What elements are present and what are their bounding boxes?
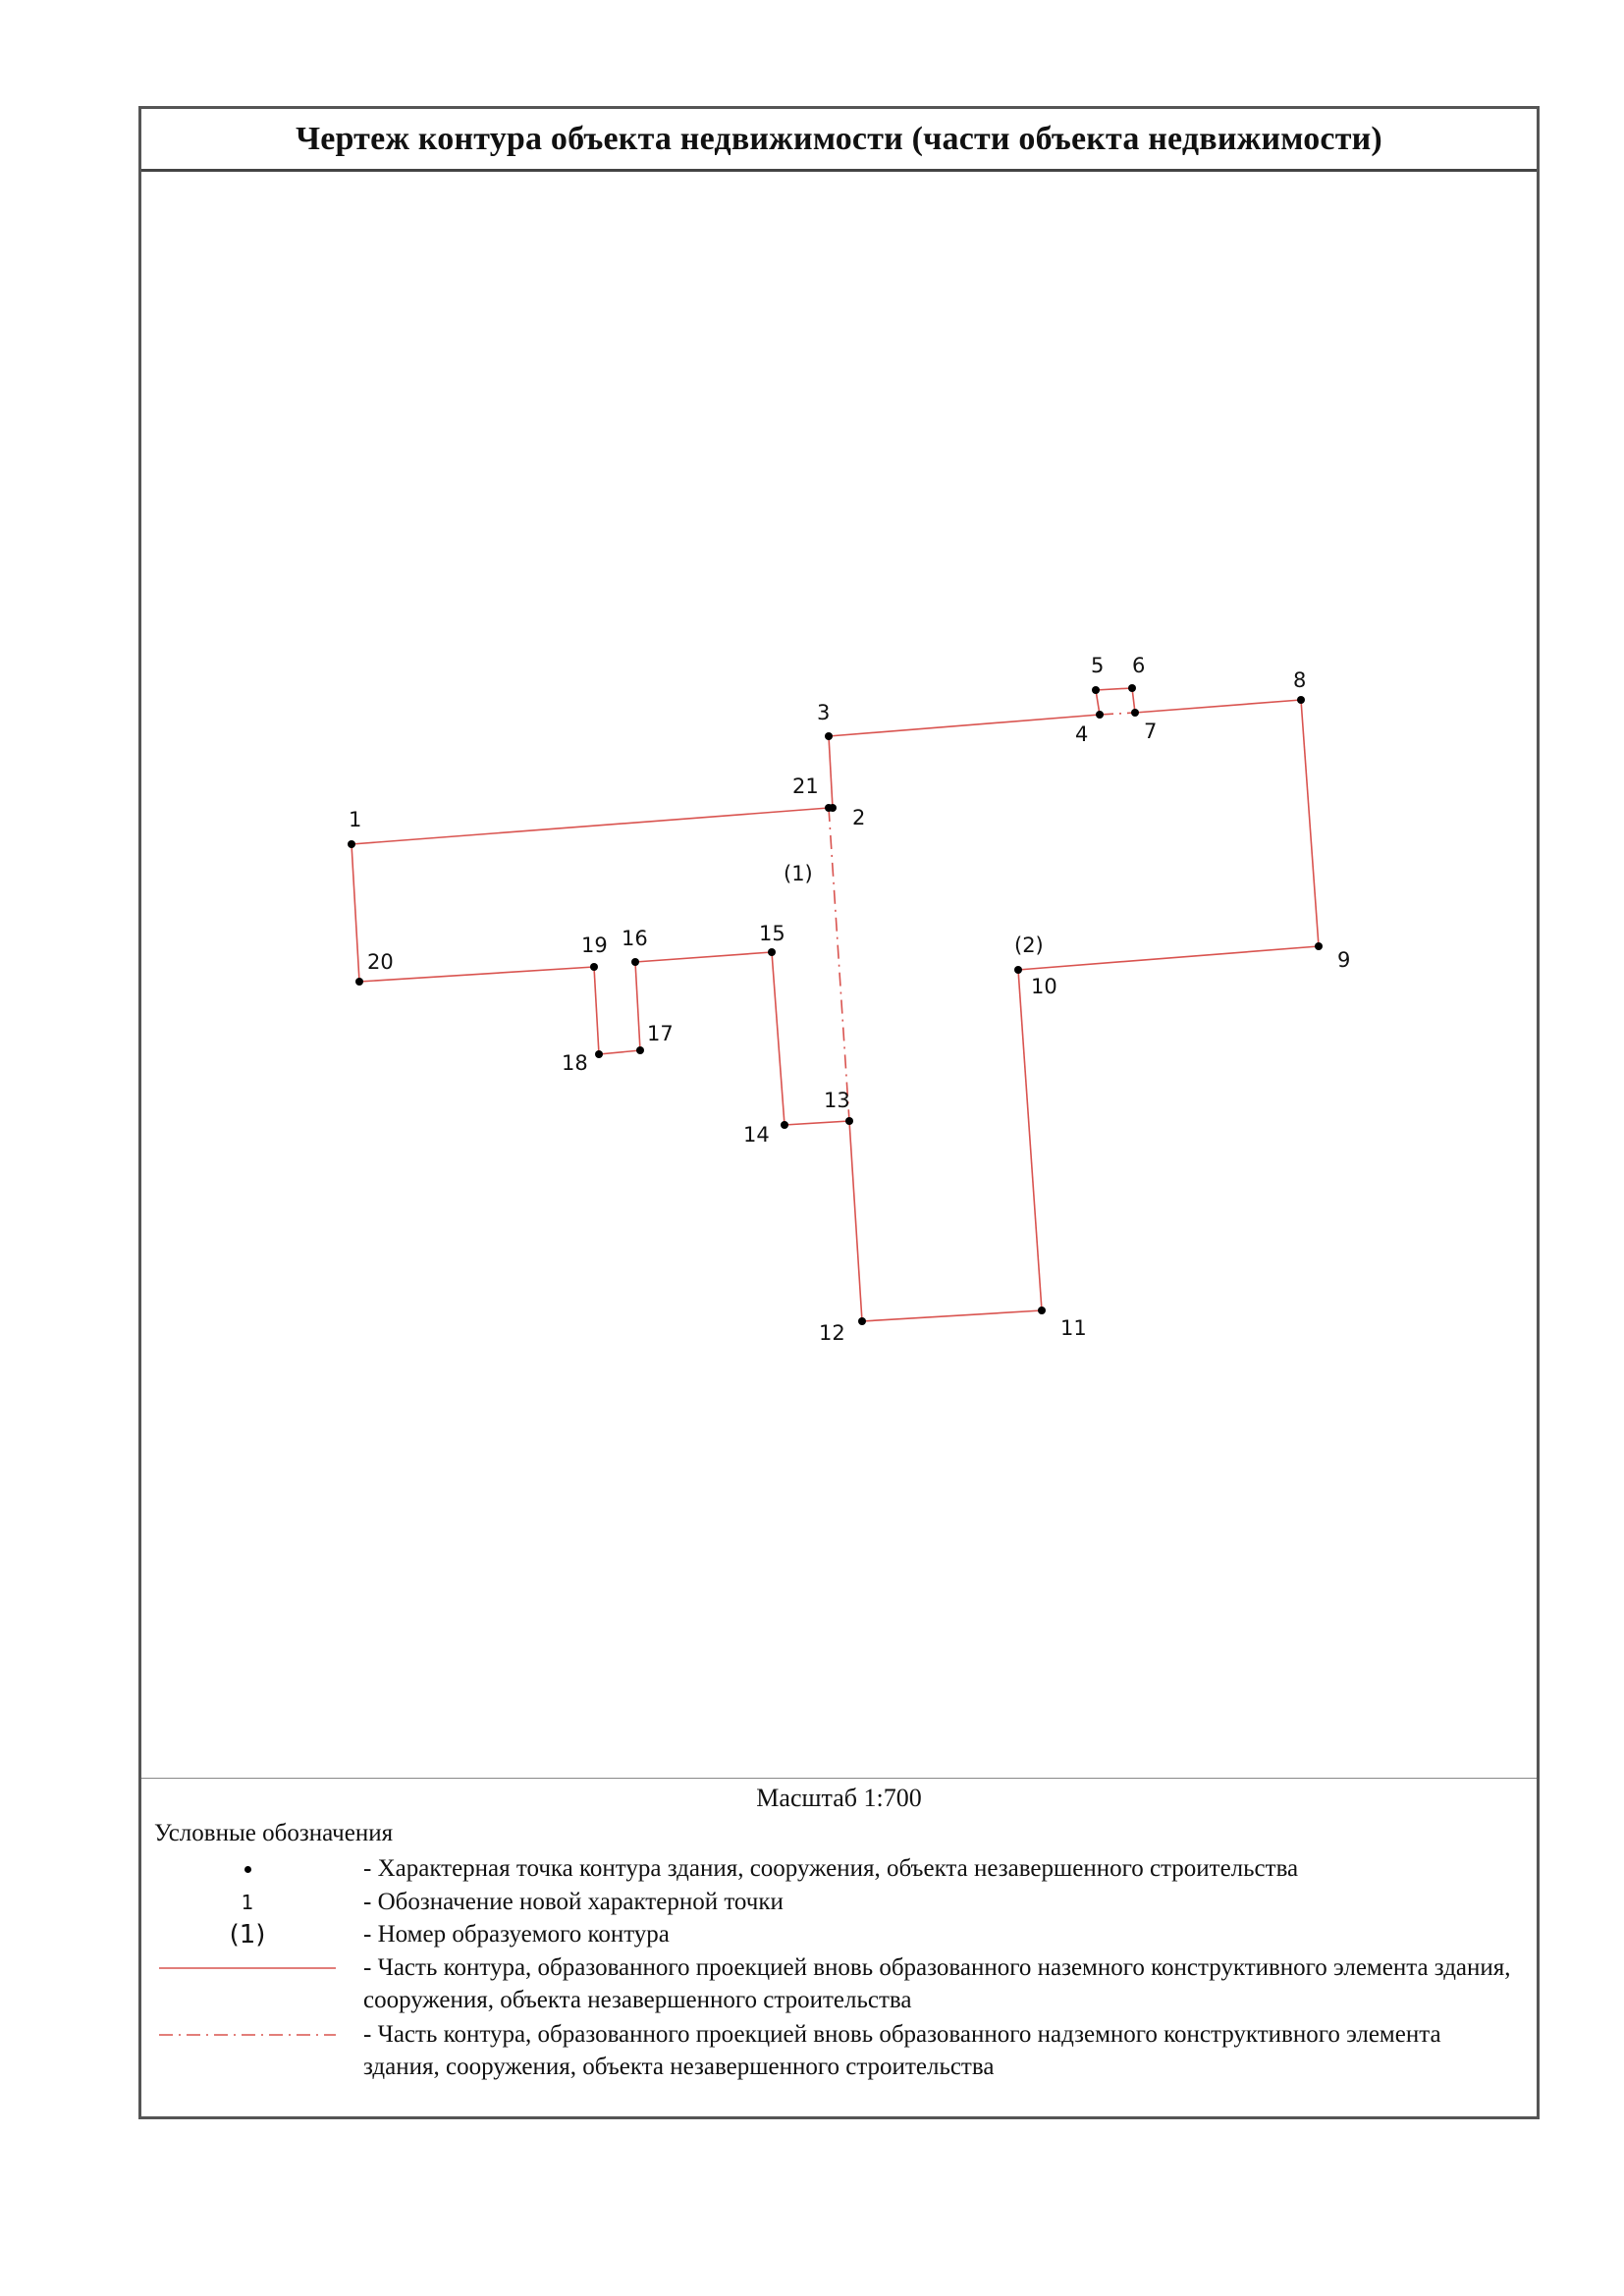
- legend-text: - Часть контура, образованного проекцией…: [363, 1954, 1511, 2013]
- above-ground-contour-segment-4-7: [1099, 712, 1136, 716]
- point-label-10: 10: [1031, 975, 1057, 998]
- ground-contour-segment-9-10: [1017, 945, 1320, 971]
- ground-contour-segment-19-20: [358, 966, 595, 983]
- point-label-19: 19: [581, 934, 608, 957]
- solid-line-icon: [154, 1951, 341, 1985]
- point-9: [1315, 942, 1323, 950]
- point-label-4: 4: [1075, 722, 1088, 746]
- characteristic-points: [348, 684, 1323, 1325]
- ground-contour-segment-6-7: [1131, 687, 1136, 714]
- point-18: [595, 1050, 603, 1058]
- page-title: Чертеж контура объекта недвижимости (час…: [141, 109, 1537, 172]
- point-13: [845, 1117, 853, 1125]
- legend-text: - Номер образуемого контура: [363, 1921, 670, 1948]
- contour-number-symbol: (1): [229, 1920, 266, 1949]
- point-7: [1131, 709, 1139, 717]
- point-label-2: 2: [852, 806, 865, 829]
- point-16: [631, 958, 639, 966]
- contour-lines: [351, 687, 1320, 1322]
- legend-divider: [141, 1778, 1537, 1779]
- point-label-18: 18: [562, 1051, 588, 1075]
- point-label-7: 7: [1144, 720, 1157, 743]
- point-17: [636, 1046, 644, 1054]
- legend-text: - Характерная точка контура здания, соор…: [363, 1855, 1299, 1882]
- ground-contour-segment-20-1: [351, 843, 360, 983]
- point-21: [825, 804, 833, 812]
- point-5: [1092, 686, 1100, 694]
- point-label-21: 21: [792, 774, 819, 798]
- legend-text: - Часть контура, образованного проекцией…: [363, 2021, 1441, 2080]
- point-20: [355, 978, 363, 986]
- point-12: [858, 1317, 866, 1325]
- point-10: [1014, 966, 1022, 974]
- point-label-9: 9: [1337, 948, 1350, 972]
- point-label-13: 13: [824, 1089, 850, 1112]
- point-14: [781, 1121, 788, 1129]
- point-label-6: 6: [1132, 654, 1145, 677]
- point-label-16: 16: [622, 927, 648, 950]
- ground-contour-segment-3-4: [828, 714, 1101, 737]
- point-label-12: 12: [819, 1321, 845, 1345]
- point-3: [825, 732, 833, 740]
- ground-contour-segment-8-9: [1300, 699, 1320, 947]
- ground-contour-segment-1-21: [351, 807, 830, 845]
- point-label-1: 1: [349, 808, 361, 831]
- point-19: [590, 963, 598, 971]
- point-1: [348, 840, 355, 848]
- contour-label-c2: (2): [1014, 934, 1044, 957]
- ground-contour-segment-12-13: [848, 1120, 863, 1322]
- point-4: [1096, 711, 1104, 719]
- legend-text: - Обозначение новой характерной точки: [363, 1889, 784, 1915]
- legend-title: Условные обозначения: [154, 1820, 394, 1846]
- drawing-frame: Чертеж контура объекта недвижимости (час…: [138, 106, 1540, 2119]
- point-label-14: 14: [743, 1123, 770, 1147]
- point-11: [1038, 1307, 1046, 1314]
- ground-contour-segment-16-17: [634, 961, 641, 1051]
- scale-label: Масштаб 1:700: [756, 1784, 922, 1812]
- contour-label-c1: (1): [784, 862, 813, 885]
- ground-contour-segment-3-2: [828, 735, 834, 809]
- dashdot-line-icon: [154, 2018, 341, 2052]
- point-6: [1128, 684, 1136, 692]
- point-number-symbol: 1: [241, 1891, 254, 1914]
- ground-contour-segment-13-14: [784, 1120, 850, 1126]
- point-15: [768, 948, 776, 956]
- ground-contour-segment-15-16: [634, 951, 773, 963]
- point-label-11: 11: [1060, 1316, 1087, 1340]
- above-ground-contour-segment-21-13: [828, 807, 850, 1122]
- ground-contour-segment-11-12: [861, 1309, 1043, 1322]
- point-symbol-icon: [154, 1852, 341, 1886]
- point-label-15: 15: [759, 922, 785, 945]
- ground-contour-segment-14-15: [771, 951, 785, 1126]
- ground-contour-segment-4-5: [1095, 689, 1101, 716]
- point-label-20: 20: [367, 950, 394, 974]
- ground-contour-segment-17-18: [598, 1049, 641, 1055]
- point-label-17: 17: [647, 1022, 674, 1045]
- point-label-8: 8: [1293, 668, 1306, 692]
- point-label-5: 5: [1091, 654, 1104, 677]
- ground-contour-segment-5-6: [1095, 687, 1133, 691]
- ground-contour-segment-18-19: [593, 966, 600, 1055]
- point-8: [1297, 696, 1305, 704]
- ground-contour-segment-10-11: [1017, 969, 1043, 1311]
- point-label-3: 3: [817, 701, 830, 724]
- ground-contour-segment-7-8: [1134, 699, 1302, 714]
